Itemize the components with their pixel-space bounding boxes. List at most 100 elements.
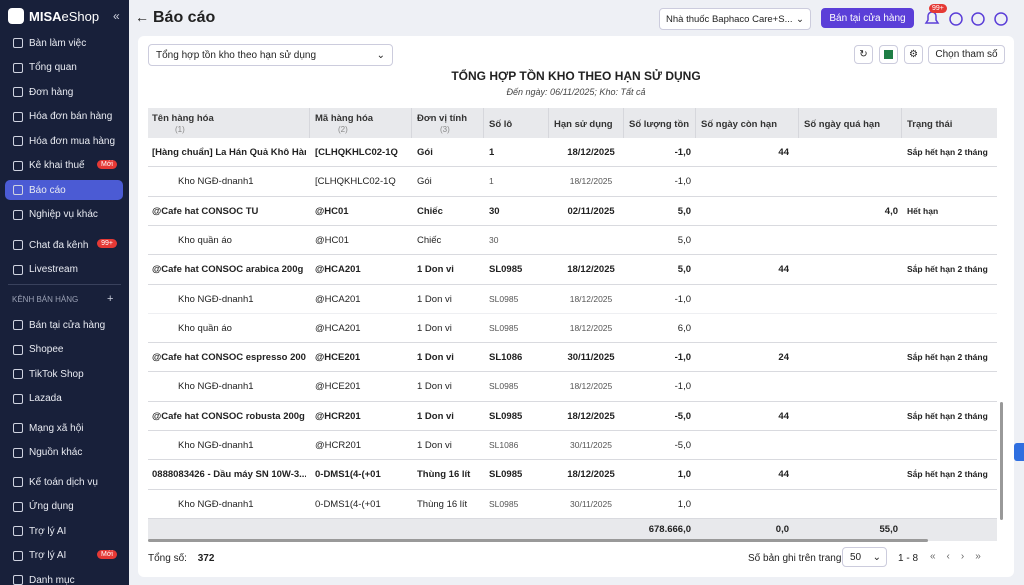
settings-button[interactable]: ⚙	[904, 45, 923, 64]
table-cell: SL0985	[489, 264, 523, 276]
table-cell: 678.666,0	[648, 523, 691, 535]
logo-icon	[8, 8, 24, 24]
table-header	[148, 108, 997, 138]
menu-item[interactable]: Danh mục	[5, 570, 123, 585]
menu-label: Nguồn khác	[29, 447, 83, 458]
menu-item[interactable]: Lazada	[5, 389, 123, 409]
menu-item[interactable]: Mạng xã hội	[5, 418, 123, 438]
side-tab[interactable]	[1014, 443, 1024, 461]
column-index: (2)	[338, 125, 348, 134]
page-size-label: Số bản ghi trên trang	[748, 553, 842, 564]
row-line	[148, 488, 997, 490]
row-line	[148, 166, 997, 168]
report-table: Tên hàng hóa (1) Mã hàng hóa (2) Đơn vị tính…	[148, 108, 997, 544]
params-button[interactable]: Chọn tham số	[928, 45, 1005, 64]
column-divider	[798, 108, 799, 138]
table-cell: 4,0	[884, 205, 898, 217]
table-cell: 1 Don vi	[417, 322, 452, 334]
table-cell: @HCR201	[315, 440, 362, 451]
menu-item[interactable]: Tổng quan	[5, 58, 123, 78]
page-range: 1 - 8	[898, 553, 919, 564]
excel-button[interactable]	[879, 45, 898, 64]
column-header: Mã hàng hóa	[315, 113, 374, 124]
column-header: Số lượng tồn	[629, 119, 690, 130]
menu-icon	[13, 160, 23, 171]
report-select[interactable]: Tổng hợp tồn kho theo hạn sử dụng ⌄	[148, 44, 393, 66]
table-cell: Gói	[417, 147, 433, 158]
pager-buttons[interactable]: «‹›»	[930, 551, 992, 562]
table-cell: @HC01	[315, 234, 349, 246]
menu-icon	[13, 111, 23, 122]
account-icon[interactable]	[971, 12, 985, 26]
menu-label: Bán tại cửa hàng	[29, 319, 106, 331]
menu-label: Hóa đơn bán hàng	[29, 111, 113, 122]
menu-label: Trợ lý AI	[29, 550, 67, 561]
user-icon[interactable]	[994, 12, 1008, 26]
menu-item[interactable]: Nghiệp vụ khác	[5, 205, 123, 225]
table-cell: -1,0	[674, 176, 691, 188]
total-value: 372	[197, 553, 215, 564]
totals-row	[148, 518, 997, 541]
page-size-select[interactable]: 50 ⌄	[842, 547, 887, 567]
back-icon[interactable]: ←	[135, 9, 149, 25]
collapse-icon[interactable]: «	[113, 9, 120, 23]
menu-item[interactable]: Trợ lý AI	[5, 521, 123, 541]
menu-item[interactable]: Bàn làm việc	[5, 33, 123, 53]
menu-item[interactable]: Kê khai thuế Mới	[5, 156, 123, 176]
total-label: Tổng số:	[148, 553, 187, 564]
table-cell: Kho NGĐ-dnanh1	[178, 381, 254, 393]
menu-icon	[13, 526, 23, 536]
menu-label: Báo cáo	[29, 184, 66, 196]
table-cell: 5,0	[677, 264, 691, 276]
menu-label: Mạng xã hội	[29, 422, 84, 434]
sidebar: MISAeShop « Bàn làm việc Tổng quan Đơn hàn…	[0, 0, 129, 585]
help-icon[interactable]	[949, 12, 963, 26]
table-cell: 24	[778, 352, 789, 364]
table-cell: 1	[489, 147, 495, 158]
menu-item[interactable]: Shopee	[5, 340, 123, 360]
h-scrollbar[interactable]	[148, 539, 928, 542]
table-cell: [Hàng chuẩn] La Hán Quả Khô Hàn...	[152, 147, 306, 158]
table-cell: 18/12/2025	[567, 410, 615, 422]
menu-item[interactable]: Hóa đơn bán hàng	[5, 107, 123, 127]
row-line	[148, 517, 997, 519]
table-cell: -1,0	[674, 381, 691, 393]
menu-icon	[13, 185, 23, 195]
add-channel[interactable]: +	[107, 293, 114, 305]
menu-item[interactable]: Trợ lý AI Mới	[5, 546, 123, 566]
menu-item[interactable]: Báo cáo	[5, 180, 123, 200]
menu-item[interactable]: Chat đa kênh 99+	[5, 235, 123, 255]
table-cell: 1 Don vi	[417, 352, 454, 364]
bell-icon[interactable]	[924, 11, 940, 24]
table-cell: Kho quần áo	[178, 234, 232, 246]
table-cell: -1,0	[674, 147, 691, 158]
menu-item[interactable]: Kế toán dịch vụ	[5, 472, 123, 492]
table-cell: Chiếc	[417, 205, 443, 217]
section-title: KÊNH BÁN HÀNG	[12, 295, 79, 304]
menu-item[interactable]: Đơn hàng	[5, 82, 123, 102]
report-title: TỔNG HỢP TỒN KHO THEO HẠN SỬ DỤNG	[451, 69, 701, 83]
table-cell: -1,0	[674, 352, 691, 364]
menu-item[interactable]: Ứng dụng	[5, 497, 123, 517]
refresh-button[interactable]: ↻	[854, 45, 873, 64]
menu-icon	[13, 344, 23, 355]
notification-badge: 99+	[929, 4, 947, 13]
menu-label: Danh mục	[29, 574, 75, 585]
menu-item[interactable]: Hóa đơn mua hàng	[5, 131, 123, 151]
table-cell: 44	[778, 410, 789, 422]
menu-badge: 99+	[97, 239, 117, 248]
table-cell: 1 Don vi	[417, 381, 452, 393]
table-cell: SL0985	[489, 293, 519, 304]
table-cell: @HC01	[315, 205, 349, 217]
store-select[interactable]: Nhà thuốc Baphaco Care+S... ⌄	[659, 8, 811, 30]
v-scrollbar[interactable]	[1000, 402, 1003, 520]
menu-item[interactable]: TikTok Shop	[5, 364, 123, 384]
menu-item[interactable]: Bán tại cửa hàng	[5, 315, 123, 335]
table-cell: Sắp hết hạn 2 tháng	[907, 352, 988, 363]
sell-button[interactable]: Bán tại cửa hàng	[821, 8, 914, 28]
menu-item[interactable]: Livestream	[5, 260, 123, 280]
menu-item[interactable]: Nguồn khác	[5, 443, 123, 463]
row-line	[148, 195, 997, 197]
